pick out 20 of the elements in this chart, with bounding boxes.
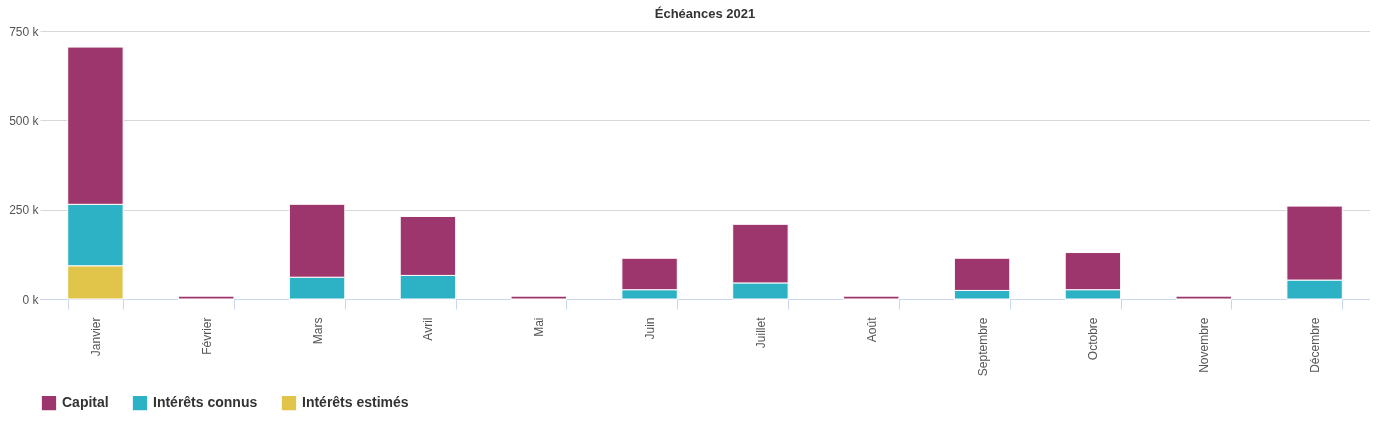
chart-title: Échéances 2021 (654, 6, 756, 21)
y-tick-label: 250 k (9, 203, 40, 218)
x-tick-label: Novembre (1197, 317, 1212, 373)
x-tick-label: Octobre (1086, 317, 1101, 361)
x-tick-label: Mai (532, 317, 547, 337)
x-tick-label: Janvier (88, 317, 103, 357)
x-tick-label: Mars (310, 317, 325, 345)
legend-label: Intérêts estimés (302, 394, 409, 411)
x-tick-label: Juillet (753, 316, 768, 349)
y-tick-label: 500 k (9, 113, 40, 128)
x-tick-label: Avril (421, 317, 436, 341)
x-tick-label: Juin (643, 317, 658, 340)
legend-label: Intérêts connus (153, 394, 258, 411)
legend-label: Capital (62, 394, 109, 411)
x-tick-label: Septembre (975, 317, 990, 377)
y-tick-label: 750 k (9, 24, 40, 39)
y-tick-label: 0 k (22, 292, 40, 307)
x-tick-label: Février (199, 317, 214, 355)
x-tick-label: Août (864, 316, 879, 343)
x-tick-label: Décembre (1308, 317, 1323, 373)
